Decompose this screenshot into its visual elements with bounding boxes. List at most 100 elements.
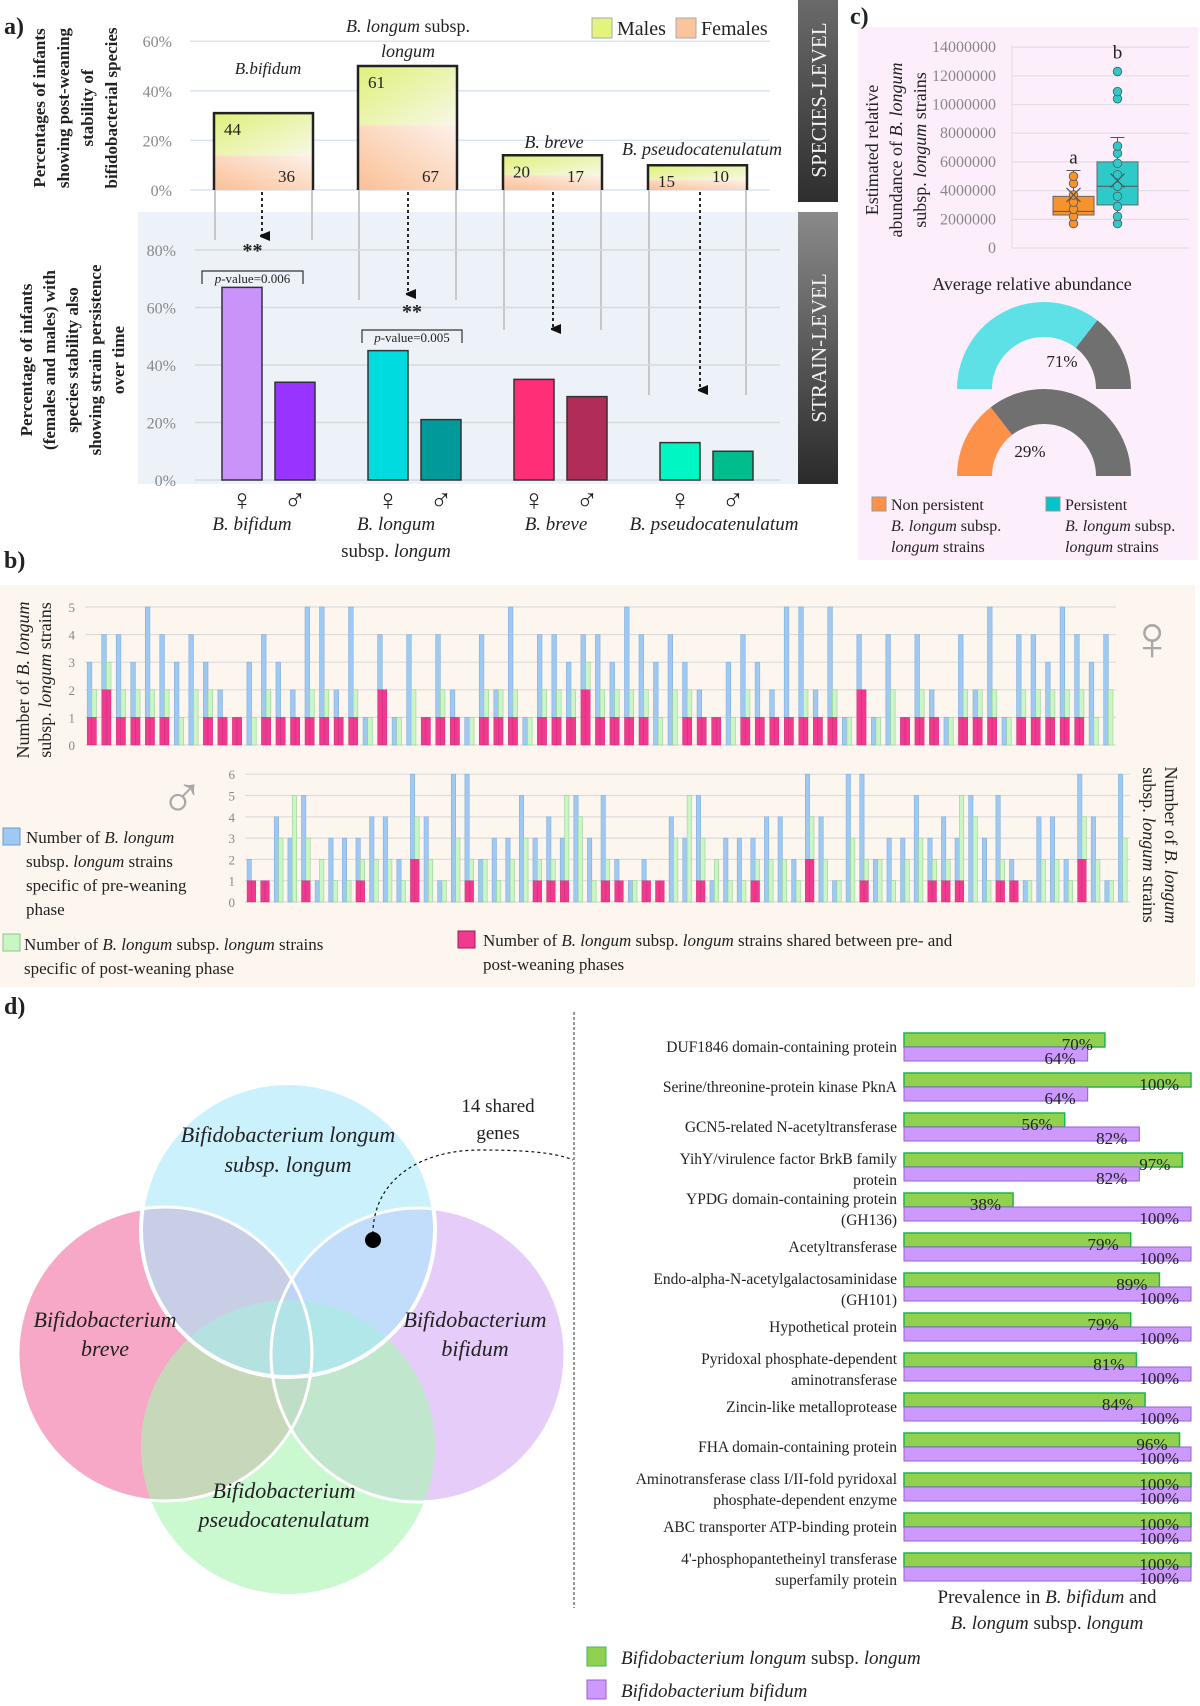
bar-shared xyxy=(304,717,310,746)
bar-post-weaning xyxy=(396,717,402,746)
bar-shared xyxy=(904,717,910,746)
y-tick-label: 1 xyxy=(69,710,76,725)
bar-shared xyxy=(130,717,136,746)
bar-shared xyxy=(686,717,693,746)
strain-label-longum-part: B. longum xyxy=(357,514,435,535)
y-tick-label: 20% xyxy=(143,133,172,150)
strain-count-axis-title-part: strains xyxy=(35,602,55,654)
bar-pre-weaning xyxy=(1074,634,1080,718)
boxplot-axis-title: abundance of B. longum xyxy=(886,63,906,238)
bar-shared xyxy=(859,880,865,903)
bar-bifidum xyxy=(903,1366,1192,1382)
bar-shared xyxy=(754,880,760,903)
bar-pre-weaning xyxy=(1001,717,1007,746)
bar-pre-weaning xyxy=(507,606,514,718)
bar-pre-weaning xyxy=(873,859,879,903)
legend-persistent: Persistent xyxy=(1065,497,1128,514)
bar-post-weaning xyxy=(469,717,475,746)
bar-pre-weaning xyxy=(1118,773,1124,903)
bar-pre-weaning xyxy=(1090,816,1096,903)
bar-pre-weaning xyxy=(827,606,833,718)
bar-post-weaning xyxy=(309,689,315,718)
bar-post-weaning xyxy=(207,689,213,718)
bar-post-weaning xyxy=(577,816,583,903)
bar-pre-weaning xyxy=(885,634,891,746)
strain-axis-title: showing strain persistence xyxy=(86,264,105,455)
species-bar-outline xyxy=(212,111,315,190)
species-label-bifidum-part: B.bifidum xyxy=(235,59,302,78)
bar-post-weaning xyxy=(278,837,284,903)
bar-post-weaning xyxy=(1081,816,1087,860)
legend-non-persistent: B. longum subsp. xyxy=(891,518,1001,535)
bar-pre-weaning xyxy=(968,795,974,903)
bar-shared xyxy=(275,717,281,746)
panel-c-label: c) xyxy=(850,4,869,30)
bar-shared xyxy=(1081,859,1087,903)
bar-shared xyxy=(682,717,688,746)
bar-shared xyxy=(927,880,933,903)
strain-count-axis-title-right-part: strains xyxy=(1139,871,1159,923)
bar-pre-weaning xyxy=(159,634,165,718)
bar-pre-weaning xyxy=(943,717,949,746)
y-tick-label: 3 xyxy=(229,831,236,846)
bar-pre-weaning xyxy=(246,859,252,882)
value-label-longum: 100% xyxy=(1139,1075,1179,1094)
value-label-bifidum: 100% xyxy=(1139,1249,1179,1268)
bar-pre-weaning xyxy=(551,634,557,718)
bar-post-weaning xyxy=(387,859,393,903)
bar-pre-weaning xyxy=(1045,661,1051,718)
y-tick-label: 0% xyxy=(155,473,176,490)
gene-label: Serine/threonine-protein kinase PknA xyxy=(663,1079,898,1096)
strain-count-axis-title: Number of B. longum xyxy=(13,602,33,759)
bar-shared xyxy=(91,717,97,746)
legend-persistent-part: Persistent xyxy=(1065,497,1128,514)
shared-genes-note: genes xyxy=(476,1123,519,1144)
legend-post-part: Number of xyxy=(24,935,102,954)
bar-post-weaning xyxy=(523,837,529,903)
shared-genes-dot xyxy=(365,1232,381,1248)
bar-post-weaning xyxy=(346,880,352,903)
species-label-longum-part: subsp. xyxy=(420,16,470,36)
bar-pre-weaning xyxy=(818,816,824,903)
bar-pre-weaning xyxy=(188,634,194,746)
strain-bar-male xyxy=(420,418,462,481)
legend-pre: phase xyxy=(26,900,65,919)
species-bar-outline xyxy=(501,154,604,190)
bar-shared xyxy=(222,717,228,746)
bar-post-weaning xyxy=(686,795,692,903)
bar-post-weaning xyxy=(564,795,570,881)
bar-shared xyxy=(740,717,746,746)
y-tick-label: 5 xyxy=(69,600,76,615)
bar-pre-weaning xyxy=(696,689,703,718)
significance-stars: ** xyxy=(402,301,422,323)
bar-shared xyxy=(559,880,565,903)
bar-shared xyxy=(135,717,141,746)
gauge-segment-persistent xyxy=(957,302,1098,389)
bar-shared xyxy=(641,880,647,903)
bar-post-weaning xyxy=(599,689,606,718)
bar-post-weaning xyxy=(585,661,591,691)
p-value-label-part: -value=0.005 xyxy=(381,330,450,345)
bar-pre-weaning xyxy=(559,837,565,881)
legend-longum-part: longum xyxy=(864,1648,921,1669)
gene-label: phosphate-dependent enzyme xyxy=(713,1492,897,1509)
bar-shared xyxy=(716,717,722,746)
prevalence-axis-title: B. longum subsp. longum xyxy=(951,1613,1144,1634)
bar-pre-weaning xyxy=(1088,661,1095,746)
bar-shared xyxy=(101,689,107,746)
bar-shared xyxy=(977,717,983,746)
bar-pre-weaning xyxy=(832,880,838,903)
bar-post-weaning xyxy=(496,880,502,903)
data-point xyxy=(1112,86,1123,97)
strain-label-longum: subsp. longum xyxy=(341,541,451,562)
boxplot-axis-title-part: longum xyxy=(910,124,930,178)
bar-pre-weaning xyxy=(587,837,593,903)
bar-pre-weaning xyxy=(856,634,862,691)
bar-pre-weaning xyxy=(580,634,586,691)
strain-label-pseudo: B. pseudocatenulatum xyxy=(630,514,799,535)
female-symbol-icon: ♀ xyxy=(669,484,692,517)
species-bar-females xyxy=(358,125,457,190)
data-point xyxy=(1112,201,1123,212)
bar-shared xyxy=(945,880,951,903)
bar-shared xyxy=(1009,880,1015,903)
